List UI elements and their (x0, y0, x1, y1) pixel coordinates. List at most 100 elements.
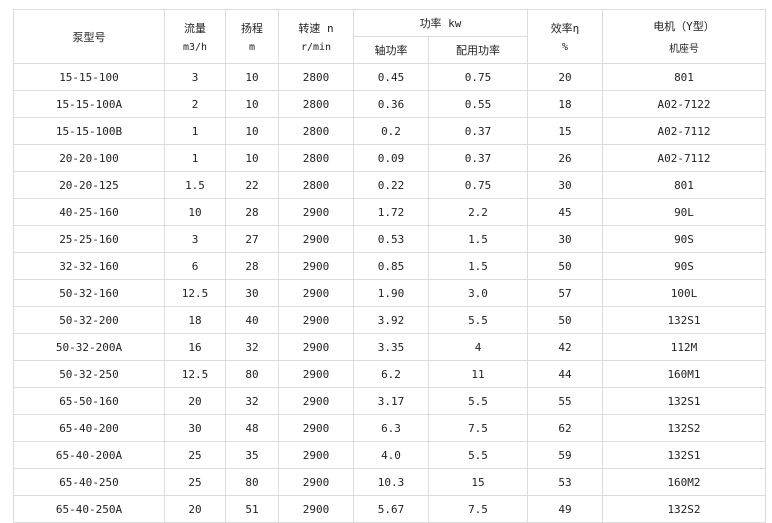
cell-model: 20-20-125 (13, 171, 165, 199)
pump-spec-table: 泵型号 流量 m3/h 扬程 m 转速 n r/min 功率 kw 效率η% 电机（Y… (13, 9, 766, 523)
cell-efficiency: 15 (527, 117, 603, 145)
cell-head: 80 (225, 360, 279, 388)
cell-shaft-power: 3.92 (353, 306, 429, 334)
cell-flow: 3 (164, 63, 226, 91)
cell-head: 32 (225, 333, 279, 361)
cell-efficiency: 30 (527, 171, 603, 199)
table-row: 20-20-125 1.5 22 2800 0.22 0.75 30 801 (13, 171, 766, 199)
cell-motor: A02-7112 (602, 117, 766, 145)
cell-flow: 25 (164, 441, 226, 469)
table-row: 15-15-100 3 10 2800 0.45 0.75 20 801 (13, 63, 766, 91)
cell-matched-power: 0.37 (428, 144, 528, 172)
cell-matched-power: 1.5 (428, 225, 528, 253)
header-head-label: 扬程 (241, 22, 263, 35)
header-efficiency-label: 效率η (550, 22, 580, 35)
cell-matched-power: 5.5 (428, 441, 528, 469)
cell-speed: 2800 (278, 117, 354, 145)
cell-model: 65-40-200 (13, 414, 165, 442)
table-row: 32-32-160 6 28 2900 0.85 1.5 50 90S (13, 252, 766, 280)
cell-model: 50-32-160 (13, 279, 165, 307)
header-flow-unit: m3/h (182, 42, 208, 53)
cell-matched-power: 0.75 (428, 171, 528, 199)
table-row: 25-25-160 3 27 2900 0.53 1.5 30 90S (13, 225, 766, 253)
header-subrow: 轴功率 配用功率 (14, 36, 766, 64)
cell-efficiency: 59 (527, 441, 603, 469)
cell-model: 15-15-100B (13, 117, 165, 145)
cell-speed: 2900 (278, 225, 354, 253)
cell-head: 30 (225, 279, 279, 307)
cell-head: 10 (225, 90, 279, 118)
header-head-unit: m (248, 42, 256, 53)
cell-shaft-power: 0.85 (353, 252, 429, 280)
cell-model: 65-40-250 (13, 468, 165, 496)
cell-head: 28 (225, 252, 279, 280)
cell-efficiency: 50 (527, 252, 603, 280)
cell-motor: 100L (602, 279, 766, 307)
table-row: 65-40-250A 20 51 2900 5.67 7.5 49 132S2 (13, 495, 766, 523)
cell-speed: 2800 (278, 144, 354, 172)
table-row: 50-32-200 18 40 2900 3.92 5.5 50 132S1 (13, 306, 766, 334)
cell-motor: 132S1 (602, 306, 766, 334)
table-body: 15-15-100 3 10 2800 0.45 0.75 20 801 15-15-100A 2… (13, 63, 766, 523)
cell-efficiency: 49 (527, 495, 603, 523)
header-speed-label: 转速 n (298, 22, 334, 35)
cell-model: 15-15-100 (13, 63, 165, 91)
cell-efficiency: 62 (527, 414, 603, 442)
cell-model: 40-25-160 (13, 198, 165, 226)
cell-efficiency: 44 (527, 360, 603, 388)
cell-shaft-power: 0.53 (353, 225, 429, 253)
cell-head: 48 (225, 414, 279, 442)
cell-shaft-power: 6.3 (353, 414, 429, 442)
cell-flow: 16 (164, 333, 226, 361)
cell-speed: 2800 (278, 171, 354, 199)
cell-shaft-power: 3.17 (353, 387, 429, 415)
cell-flow: 12.5 (164, 279, 226, 307)
cell-flow: 18 (164, 306, 226, 334)
cell-flow: 20 (164, 387, 226, 415)
cell-speed: 2900 (278, 198, 354, 226)
cell-motor: 801 (602, 63, 766, 91)
table-row: 20-20-100 1 10 2800 0.09 0.37 26 A02-7112 (13, 144, 766, 172)
cell-matched-power: 5.5 (428, 387, 528, 415)
cell-shaft-power: 0.2 (353, 117, 429, 145)
table-row: 50-32-250 12.5 80 2900 6.2 11 44 160M1 (13, 360, 766, 388)
table-row: 50-32-200A 16 32 2900 3.35 4 42 112M (13, 333, 766, 361)
cell-matched-power: 1.5 (428, 252, 528, 280)
cell-motor: 112M (602, 333, 766, 361)
cell-motor: 90S (602, 252, 766, 280)
cell-speed: 2900 (278, 360, 354, 388)
header-shaft-power: 轴功率 (353, 36, 429, 64)
header-efficiency-unit: % (561, 42, 569, 53)
cell-motor: 90S (602, 225, 766, 253)
cell-shaft-power: 4.0 (353, 441, 429, 469)
cell-head: 28 (225, 198, 279, 226)
cell-speed: 2800 (278, 63, 354, 91)
cell-speed: 2900 (278, 279, 354, 307)
cell-model: 50-32-250 (13, 360, 165, 388)
cell-efficiency: 57 (527, 279, 603, 307)
cell-matched-power: 15 (428, 468, 528, 496)
cell-efficiency: 55 (527, 387, 603, 415)
cell-shaft-power: 1.72 (353, 198, 429, 226)
cell-motor: A02-7122 (602, 90, 766, 118)
header-flow-label: 流量 (184, 22, 206, 35)
cell-efficiency: 53 (527, 468, 603, 496)
cell-model: 15-15-100A (13, 90, 165, 118)
cell-efficiency: 30 (527, 225, 603, 253)
cell-motor: 132S2 (602, 414, 766, 442)
cell-flow: 12.5 (164, 360, 226, 388)
cell-speed: 2800 (278, 90, 354, 118)
cell-motor: A02-7112 (602, 144, 766, 172)
cell-shaft-power: 1.90 (353, 279, 429, 307)
cell-shaft-power: 0.45 (353, 63, 429, 91)
cell-head: 22 (225, 171, 279, 199)
cell-model: 50-32-200 (13, 306, 165, 334)
cell-model: 32-32-160 (13, 252, 165, 280)
cell-motor: 132S1 (602, 441, 766, 469)
cell-motor: 90L (602, 198, 766, 226)
cell-shaft-power: 0.22 (353, 171, 429, 199)
table-row: 50-32-160 12.5 30 2900 1.90 3.0 57 100L (13, 279, 766, 307)
cell-flow: 6 (164, 252, 226, 280)
cell-model: 25-25-160 (13, 225, 165, 253)
table-row: 15-15-100B 1 10 2800 0.2 0.37 15 A02-7112 (13, 117, 766, 145)
